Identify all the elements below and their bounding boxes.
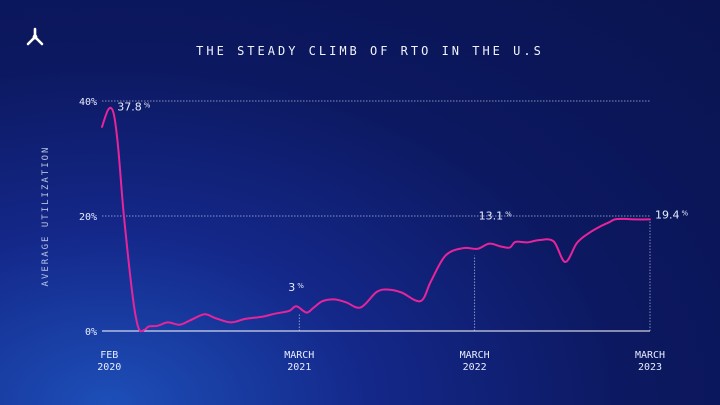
y-tick-label: 40% (79, 97, 97, 108)
series-line-0 (101, 106, 651, 333)
data-label: 19.4% (655, 208, 689, 221)
data-label-value: 3 (288, 281, 295, 294)
y-tick-label: 0% (85, 327, 97, 338)
y-tick-label: 20% (79, 212, 97, 223)
data-label-value: 13.1 (479, 210, 504, 223)
x-tick-label-top: FEB (100, 350, 118, 361)
y-tick-labels: 0% 20% 40% (79, 97, 97, 338)
chart-title: THE STEADY CLIMB OF RTO IN THE U.S (196, 44, 544, 58)
data-label-unit: % (297, 282, 304, 290)
tripod-logo-icon (26, 27, 44, 46)
series-layer (101, 106, 651, 333)
data-label-unit: % (144, 102, 151, 110)
grid-lines (102, 100, 650, 332)
data-label-value: 19.4 (655, 208, 680, 221)
data-labels: 37.8 %3 %13.1% 19.4% (117, 101, 688, 294)
data-label: 3% (288, 281, 304, 294)
x-tick-label-bottom: 2021 (287, 362, 311, 373)
data-label-value: 37.8 (117, 101, 142, 114)
data-label-unit: % (505, 211, 512, 219)
x-tick-label-bottom: 2022 (463, 362, 487, 373)
x-tick-label-bottom: 2023 (638, 362, 662, 373)
x-tick-label-top: MARCH (635, 350, 665, 361)
data-label: 13.1% (479, 210, 513, 223)
data-label-unit: % (682, 209, 689, 217)
x-tick-label-top: MARCH (460, 350, 490, 361)
data-label: 37.8% (117, 101, 151, 114)
annotation-guides (298, 219, 651, 331)
x-tick-label-bottom: 2020 (97, 362, 121, 373)
x-tick-label-top: MARCH (284, 350, 314, 361)
